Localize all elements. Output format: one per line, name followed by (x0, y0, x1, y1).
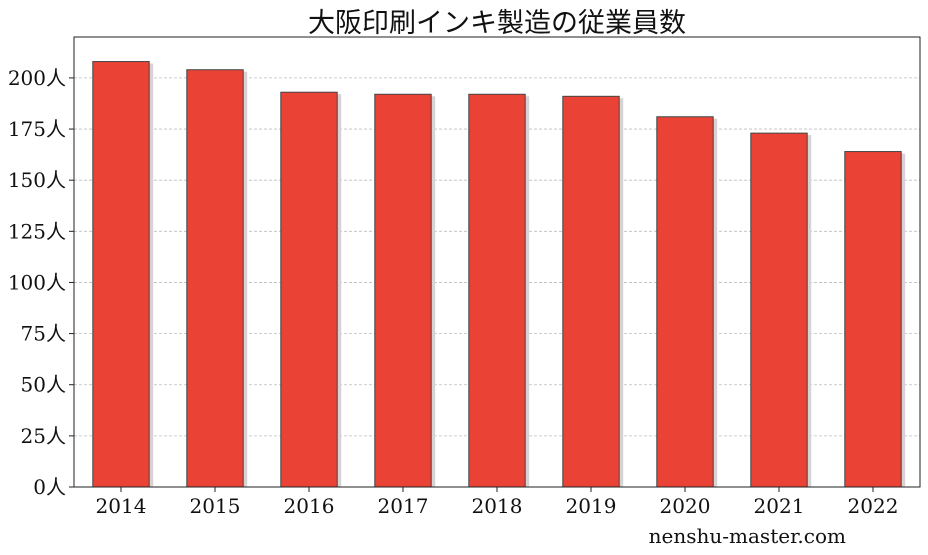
plot-area (73, 36, 921, 488)
y-tick-label: 150人 (8, 168, 66, 192)
y-tick-label: 50人 (21, 373, 66, 397)
watermark: nenshu-master.com (649, 524, 846, 548)
bar (656, 116, 714, 488)
bar (280, 91, 338, 488)
x-tick-label: 2022 (848, 494, 899, 518)
bar (562, 95, 620, 488)
bar (750, 132, 808, 488)
y-tick-label: 100人 (8, 270, 66, 294)
y-tick-label: 175人 (8, 117, 66, 141)
bar (374, 93, 432, 488)
y-tick-label: 200人 (8, 66, 66, 90)
x-tick-label: 2017 (378, 494, 429, 518)
bar (186, 69, 244, 488)
chart-title: 大阪印刷インキ製造の従業員数 (308, 8, 686, 39)
x-tick-label: 2015 (190, 494, 241, 518)
bars (92, 61, 906, 488)
x-tick-label: 2018 (472, 494, 523, 518)
y-tick-label: 125人 (8, 219, 66, 243)
bar (92, 61, 150, 488)
x-tick-label: 2019 (566, 494, 617, 518)
x-tick-label: 2014 (96, 494, 147, 518)
y-tick-label: 0人 (33, 475, 66, 499)
y-axis: 0人 25人 50人 75人 100人 125人 150人 175人 200人 (8, 66, 74, 499)
x-tick-label: 2021 (754, 494, 805, 518)
x-tick-label: 2020 (660, 494, 711, 518)
x-tick-label: 2016 (284, 494, 335, 518)
bar (844, 151, 902, 488)
y-tick-label: 25人 (21, 424, 66, 448)
y-tick-label: 75人 (21, 322, 66, 346)
x-axis: 2014 2015 2016 2017 2018 2019 2020 2021 2022 (96, 487, 899, 518)
bar (468, 93, 526, 488)
